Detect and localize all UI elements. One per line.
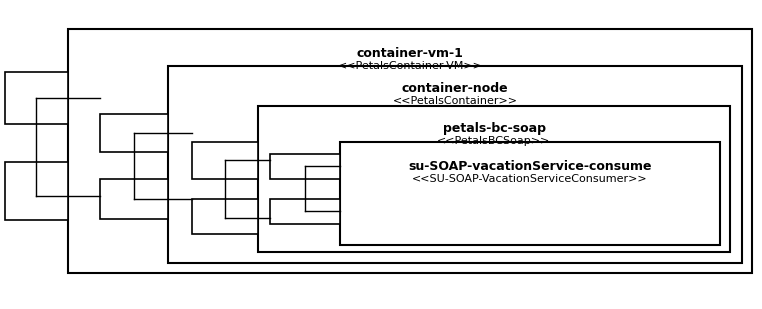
Text: su-SOAP-vacationService-consume: su-SOAP-vacationService-consume	[408, 160, 652, 173]
Text: <<PetalsContainer>>: <<PetalsContainer>>	[392, 96, 517, 107]
Bar	[68, 29, 752, 273]
Bar	[192, 142, 258, 180]
Text: <<SU-SOAP-VacationServiceConsumer>>: <<SU-SOAP-VacationServiceConsumer>>	[412, 175, 648, 184]
Bar	[340, 142, 720, 244]
Bar	[5, 73, 68, 125]
Text: container-vm-1: container-vm-1	[357, 48, 463, 61]
Text: <<PetalsContainer-VM>>: <<PetalsContainer-VM>>	[338, 61, 482, 71]
Bar	[258, 107, 730, 252]
Text: petals-bc-soap: petals-bc-soap	[443, 122, 546, 136]
Text: container-node: container-node	[402, 83, 508, 95]
Bar	[100, 115, 168, 153]
Bar	[270, 200, 340, 225]
Bar	[192, 200, 258, 235]
Bar	[168, 66, 742, 263]
Bar	[270, 154, 340, 180]
Bar	[100, 180, 168, 219]
Text: <<PetalsBCSoap>>: <<PetalsBCSoap>>	[437, 137, 551, 146]
Bar	[5, 163, 68, 219]
